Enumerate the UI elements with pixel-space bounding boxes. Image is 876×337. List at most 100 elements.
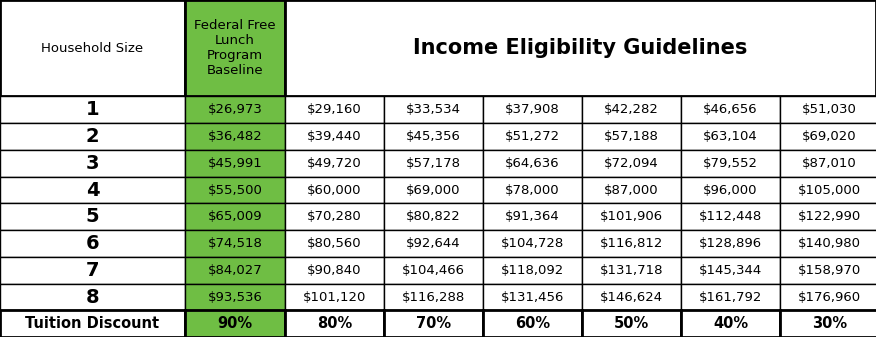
Text: 2: 2 bbox=[86, 127, 99, 146]
Bar bbox=[0, 230, 185, 257]
Text: $33,534: $33,534 bbox=[406, 103, 461, 116]
Bar bbox=[0, 204, 185, 230]
Text: $161,792: $161,792 bbox=[699, 290, 762, 304]
Bar bbox=[0, 284, 185, 310]
Bar bbox=[384, 96, 483, 123]
Bar bbox=[384, 204, 483, 230]
Bar bbox=[780, 204, 876, 230]
Bar bbox=[582, 204, 681, 230]
Bar bbox=[780, 96, 876, 123]
Bar bbox=[384, 257, 483, 284]
Bar bbox=[185, 310, 285, 337]
Text: $57,178: $57,178 bbox=[406, 157, 461, 170]
Text: $65,009: $65,009 bbox=[208, 210, 262, 223]
Bar bbox=[384, 177, 483, 204]
Bar bbox=[582, 96, 681, 123]
Bar bbox=[582, 150, 681, 177]
Bar bbox=[483, 177, 582, 204]
Text: $104,466: $104,466 bbox=[402, 264, 465, 277]
Text: 30%: 30% bbox=[812, 316, 847, 331]
Text: $51,272: $51,272 bbox=[505, 130, 560, 143]
Text: $51,030: $51,030 bbox=[802, 103, 857, 116]
Bar bbox=[483, 123, 582, 150]
Bar bbox=[285, 284, 384, 310]
Bar bbox=[780, 150, 876, 177]
Bar bbox=[285, 123, 384, 150]
Text: $145,344: $145,344 bbox=[699, 264, 762, 277]
Text: $60,000: $60,000 bbox=[307, 184, 362, 196]
Bar bbox=[0, 310, 185, 337]
Text: $84,027: $84,027 bbox=[208, 264, 263, 277]
Bar bbox=[185, 123, 285, 150]
Bar bbox=[185, 96, 285, 123]
Bar bbox=[384, 150, 483, 177]
Text: 40%: 40% bbox=[713, 316, 748, 331]
Bar bbox=[780, 284, 876, 310]
Text: $87,010: $87,010 bbox=[802, 157, 857, 170]
Bar bbox=[384, 310, 483, 337]
Text: $63,104: $63,104 bbox=[703, 130, 758, 143]
Bar bbox=[0, 257, 185, 284]
Text: $37,908: $37,908 bbox=[505, 103, 560, 116]
Text: $158,970: $158,970 bbox=[798, 264, 861, 277]
Text: $128,896: $128,896 bbox=[699, 237, 762, 250]
Text: $131,456: $131,456 bbox=[501, 290, 564, 304]
Text: Tuition Discount: Tuition Discount bbox=[25, 316, 159, 331]
Text: 70%: 70% bbox=[416, 316, 451, 331]
Text: $116,812: $116,812 bbox=[600, 237, 663, 250]
Bar bbox=[185, 150, 285, 177]
Bar bbox=[780, 230, 876, 257]
Text: $39,440: $39,440 bbox=[307, 130, 362, 143]
Text: Income Eligibility Guidelines: Income Eligibility Guidelines bbox=[413, 38, 748, 58]
Bar bbox=[185, 230, 285, 257]
Text: $90,840: $90,840 bbox=[307, 264, 362, 277]
Bar bbox=[681, 230, 780, 257]
Bar bbox=[483, 284, 582, 310]
Bar bbox=[483, 96, 582, 123]
Bar bbox=[483, 257, 582, 284]
Text: $92,644: $92,644 bbox=[406, 237, 461, 250]
Text: $118,092: $118,092 bbox=[501, 264, 564, 277]
Text: $112,448: $112,448 bbox=[699, 210, 762, 223]
Bar bbox=[780, 177, 876, 204]
Bar bbox=[285, 96, 384, 123]
Text: $70,280: $70,280 bbox=[307, 210, 362, 223]
Bar bbox=[681, 177, 780, 204]
Bar bbox=[780, 123, 876, 150]
Bar bbox=[0, 177, 185, 204]
Text: $29,160: $29,160 bbox=[307, 103, 362, 116]
Text: $55,500: $55,500 bbox=[208, 184, 263, 196]
Bar bbox=[780, 257, 876, 284]
Text: $36,482: $36,482 bbox=[208, 130, 263, 143]
Bar bbox=[384, 230, 483, 257]
Text: 5: 5 bbox=[86, 207, 99, 226]
Text: $72,094: $72,094 bbox=[604, 157, 659, 170]
Text: 7: 7 bbox=[86, 261, 99, 280]
Bar bbox=[285, 310, 384, 337]
Bar bbox=[582, 257, 681, 284]
Bar bbox=[0, 123, 185, 150]
Bar bbox=[185, 284, 285, 310]
Text: 80%: 80% bbox=[317, 316, 352, 331]
Text: $69,000: $69,000 bbox=[406, 184, 461, 196]
Bar bbox=[681, 257, 780, 284]
Text: $49,720: $49,720 bbox=[307, 157, 362, 170]
Bar bbox=[384, 123, 483, 150]
Text: $69,020: $69,020 bbox=[802, 130, 857, 143]
Text: $46,656: $46,656 bbox=[703, 103, 758, 116]
Bar bbox=[483, 310, 582, 337]
Text: $80,822: $80,822 bbox=[406, 210, 461, 223]
Bar bbox=[0, 0, 185, 96]
Text: 90%: 90% bbox=[217, 316, 252, 331]
Text: $116,288: $116,288 bbox=[402, 290, 465, 304]
Bar bbox=[0, 150, 185, 177]
Text: 1: 1 bbox=[86, 100, 99, 119]
Text: Federal Free
Lunch
Program
Baseline: Federal Free Lunch Program Baseline bbox=[194, 19, 276, 77]
Text: 3: 3 bbox=[86, 154, 99, 173]
Text: 50%: 50% bbox=[614, 316, 649, 331]
Text: $104,728: $104,728 bbox=[501, 237, 564, 250]
Bar bbox=[582, 230, 681, 257]
Bar bbox=[681, 123, 780, 150]
Bar bbox=[681, 150, 780, 177]
Text: $42,282: $42,282 bbox=[604, 103, 659, 116]
